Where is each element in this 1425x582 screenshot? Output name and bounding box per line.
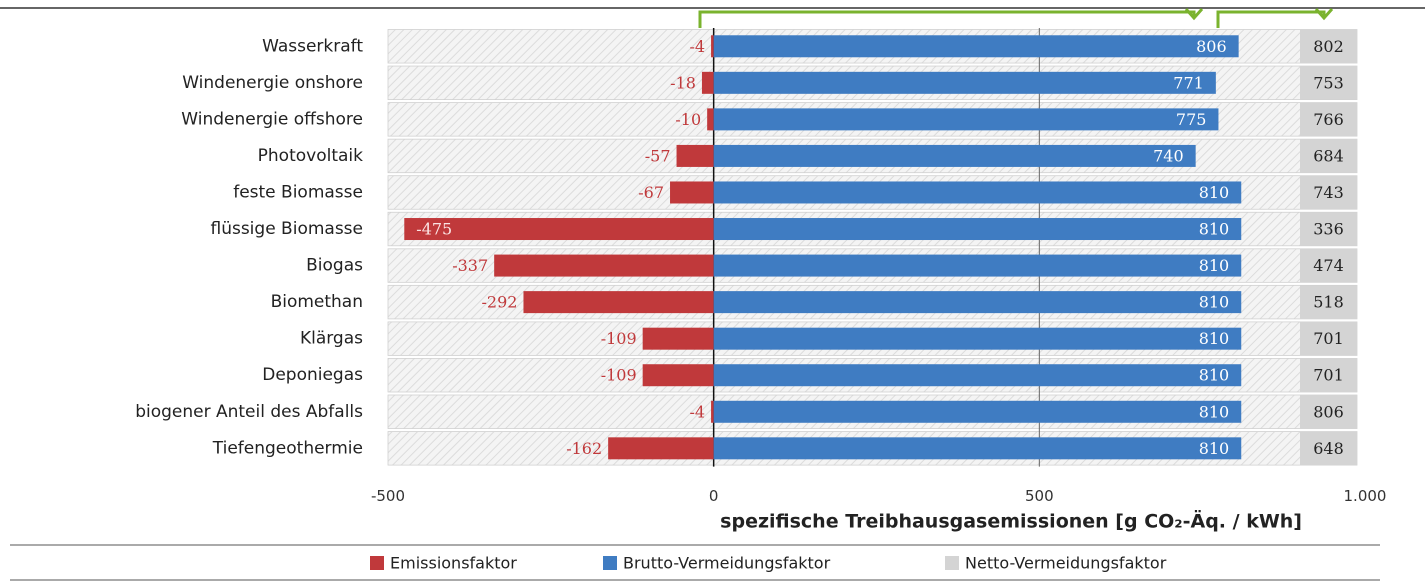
netto-cell [1300, 175, 1357, 210]
x-tick-label: 1.000 [1344, 487, 1387, 505]
value-label: -4 [689, 37, 705, 56]
netto-cell [1300, 395, 1357, 429]
brackets [698, 8, 1334, 28]
x-tick-label: 500 [1025, 487, 1054, 505]
netto-value: 701 [1313, 366, 1344, 385]
bar [713, 327, 1242, 350]
netto-value: 701 [1313, 329, 1344, 348]
bar [701, 71, 714, 94]
value-label: -109 [601, 366, 637, 385]
value-label: -109 [601, 329, 637, 348]
value-label: -4 [689, 402, 705, 421]
value-label: 771 [1173, 73, 1204, 92]
bar [713, 218, 1242, 241]
netto-value: 802 [1313, 37, 1344, 56]
bar [713, 291, 1242, 314]
netto-cell [1300, 248, 1357, 283]
netto-cell [1300, 66, 1357, 100]
bar [713, 400, 1242, 423]
netto-cell [1300, 139, 1357, 173]
value-label: 806 [1196, 37, 1227, 56]
netto-value: 684 [1313, 146, 1344, 165]
bar [711, 35, 714, 58]
legend-label: Netto-Vermeidungsfaktor [965, 554, 1167, 573]
legend-swatch [945, 556, 959, 570]
category-label: Deponiegas [262, 365, 363, 385]
x-tick-label: -500 [371, 487, 405, 505]
value-label: -475 [416, 220, 452, 239]
bar [713, 181, 1242, 204]
netto-cell [1300, 285, 1357, 319]
bar [642, 364, 714, 387]
bar [642, 327, 714, 350]
bar [523, 291, 714, 314]
bar [713, 364, 1242, 387]
value-label: 810 [1199, 439, 1230, 458]
bar [676, 144, 714, 167]
value-label: -162 [566, 439, 602, 458]
category-label: Windenergie offshore [181, 109, 363, 129]
legend-swatch [603, 556, 617, 570]
netto-value: 806 [1313, 402, 1344, 421]
category-label: biogener Anteil des Abfalls [135, 402, 363, 422]
legend-label: Brutto-Vermeidungsfaktor [623, 554, 831, 573]
legend-label: Emissionsfaktor [390, 554, 517, 573]
value-label: 810 [1199, 183, 1230, 202]
value-label: 810 [1199, 293, 1230, 312]
value-label: -292 [482, 293, 518, 312]
bar [404, 218, 714, 241]
category-label: Biogas [306, 256, 363, 276]
bar [713, 437, 1242, 460]
category-label: Biomethan [271, 292, 363, 312]
bar [713, 108, 1219, 131]
value-label: -18 [670, 73, 696, 92]
x-tick-label: 0 [709, 487, 719, 505]
value-label: 810 [1199, 329, 1230, 348]
netto-cell [1300, 358, 1357, 392]
bar [711, 400, 714, 423]
bar [707, 108, 714, 131]
netto-value: 753 [1313, 73, 1344, 92]
bar [713, 35, 1239, 58]
value-label: 775 [1176, 110, 1207, 129]
netto-cell [1300, 212, 1357, 246]
value-label: 810 [1199, 402, 1230, 421]
bar [713, 144, 1196, 167]
netto-value: 518 [1313, 293, 1344, 312]
value-label: -10 [675, 110, 701, 129]
netto-cell [1300, 29, 1357, 64]
value-label: 810 [1199, 220, 1230, 239]
value-label: -67 [638, 183, 664, 202]
value-label: -57 [645, 146, 671, 165]
value-label: -337 [452, 256, 488, 275]
category-label: flüssige Biomasse [210, 219, 363, 239]
netto-cell [1300, 321, 1357, 356]
netto-cell [1300, 102, 1357, 137]
x-axis-label: spezifische Treibhausgasemissionen [g CO… [720, 509, 1302, 533]
bar [608, 437, 714, 460]
category-label: Wasserkraft [262, 36, 363, 56]
bar [713, 254, 1242, 277]
netto-value: 648 [1313, 439, 1344, 458]
legend-swatch [370, 556, 384, 570]
netto-value: 766 [1313, 110, 1344, 129]
value-label: 810 [1199, 256, 1230, 275]
bar [713, 71, 1216, 94]
netto-value: 336 [1313, 220, 1344, 239]
category-label: feste Biomasse [233, 182, 363, 202]
netto-value: 474 [1313, 256, 1344, 275]
category-label: Photovoltaik [258, 146, 363, 166]
bar [670, 181, 714, 204]
category-label: Windenergie onshore [182, 73, 363, 93]
netto-value: 743 [1313, 183, 1344, 202]
category-label: Klärgas [300, 329, 363, 349]
category-label: Tiefengeothermie [212, 438, 363, 458]
value-label: 810 [1199, 366, 1230, 385]
value-label: 740 [1153, 146, 1184, 165]
bar [494, 254, 714, 277]
netto-cell [1300, 431, 1357, 466]
